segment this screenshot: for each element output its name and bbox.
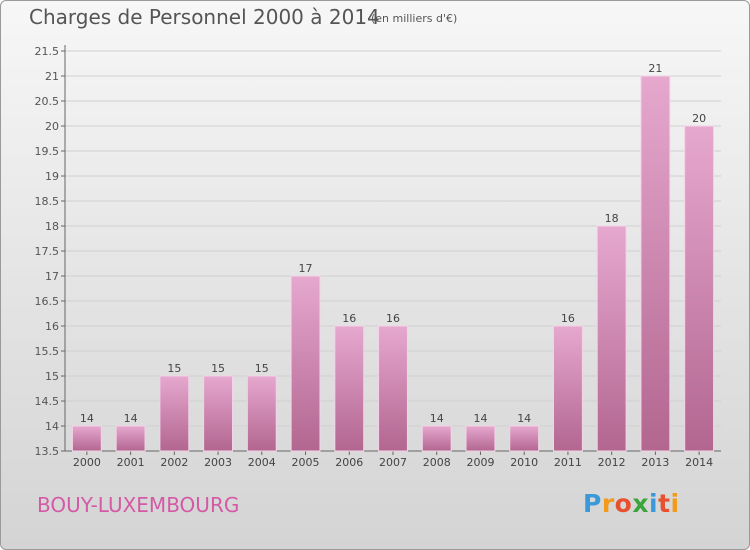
data-label: 14 — [517, 412, 531, 425]
x-tick-label: 2014 — [685, 456, 713, 469]
bar — [596, 225, 627, 452]
data-labels: 14 14 15 15 15 17 16 16 14 14 14 16 18 21 20 — [80, 62, 706, 425]
y-tick-label: 14 — [45, 420, 59, 433]
logo-letter: o — [614, 489, 633, 518]
data-label: 14 — [430, 412, 444, 425]
proxiti-logo: Proxiti — [583, 489, 680, 518]
x-tick-label: 2000 — [73, 456, 101, 469]
data-label: 15 — [211, 362, 225, 375]
y-tick-label: 13.5 — [35, 445, 60, 458]
x-tick-label: 2004 — [248, 456, 276, 469]
logo-letter: i — [649, 489, 659, 518]
data-label: 16 — [561, 312, 575, 325]
y-tick-label: 18 — [45, 220, 59, 233]
y-tick-label: 21 — [45, 70, 59, 83]
bar — [203, 375, 233, 452]
bar — [684, 125, 715, 452]
logo-letter: r — [601, 489, 615, 518]
y-tick-label: 17 — [45, 270, 59, 283]
bar — [421, 425, 452, 452]
bar — [290, 275, 321, 452]
bar — [553, 325, 583, 452]
y-tick-label: 18.5 — [35, 195, 60, 208]
data-label: 14 — [80, 412, 94, 425]
data-label: 17 — [299, 262, 313, 275]
x-tick-label: 2012 — [598, 456, 626, 469]
y-tick-label: 19.5 — [35, 145, 60, 158]
bar — [71, 425, 102, 452]
y-tick-label: 20.5 — [35, 95, 60, 108]
data-label: 21 — [648, 62, 662, 75]
x-tick-label: 2001 — [117, 456, 145, 469]
y-tick-label: 14.5 — [35, 395, 60, 408]
x-tick-label: 2010 — [510, 456, 538, 469]
x-tick-label: 2005 — [292, 456, 320, 469]
bar — [159, 375, 190, 452]
data-label: 16 — [342, 312, 356, 325]
data-label: 14 — [124, 412, 138, 425]
bar — [378, 325, 408, 452]
bar — [640, 75, 671, 452]
bars — [71, 75, 715, 452]
x-tick-label: 2011 — [554, 456, 582, 469]
x-tick-label: 2013 — [641, 456, 669, 469]
x-tick-label: 2009 — [466, 456, 494, 469]
x-tick-label: 2006 — [335, 456, 363, 469]
data-label: 15 — [255, 362, 269, 375]
y-tick-label: 15 — [45, 370, 59, 383]
logo-letter: i — [670, 489, 680, 518]
data-label: 16 — [386, 312, 400, 325]
logo-letter: P — [583, 489, 602, 518]
y-tick-label: 15.5 — [35, 345, 60, 358]
y-tick-label: 17.5 — [35, 245, 60, 258]
x-tick-label: 2003 — [204, 456, 232, 469]
data-label: 20 — [692, 112, 706, 125]
y-tick-label: 19 — [45, 170, 59, 183]
data-label: 18 — [605, 212, 619, 225]
bar — [509, 425, 540, 452]
chart-title: Charges de Personnel 2000 à 2014 — [29, 5, 380, 29]
x-tick-label: 2007 — [379, 456, 407, 469]
data-label: 15 — [167, 362, 181, 375]
y-tick-label: 20 — [45, 120, 59, 133]
x-tick-label: 2008 — [423, 456, 451, 469]
y-tick-label: 16.5 — [35, 295, 60, 308]
bar — [246, 375, 277, 452]
bar — [465, 425, 496, 452]
bar — [115, 425, 146, 452]
y-tick-label: 16 — [45, 320, 59, 333]
logo-letter: t — [658, 489, 671, 518]
bar — [334, 325, 365, 452]
logo-letter: x — [632, 489, 649, 518]
commune-name: BOUY-LUXEMBOURG — [37, 493, 240, 517]
x-tick-label: 2002 — [160, 456, 188, 469]
chart-subtitle: (en milliers d'€) — [371, 12, 458, 25]
y-tick-label: 21.5 — [35, 45, 60, 58]
data-label: 14 — [473, 412, 487, 425]
